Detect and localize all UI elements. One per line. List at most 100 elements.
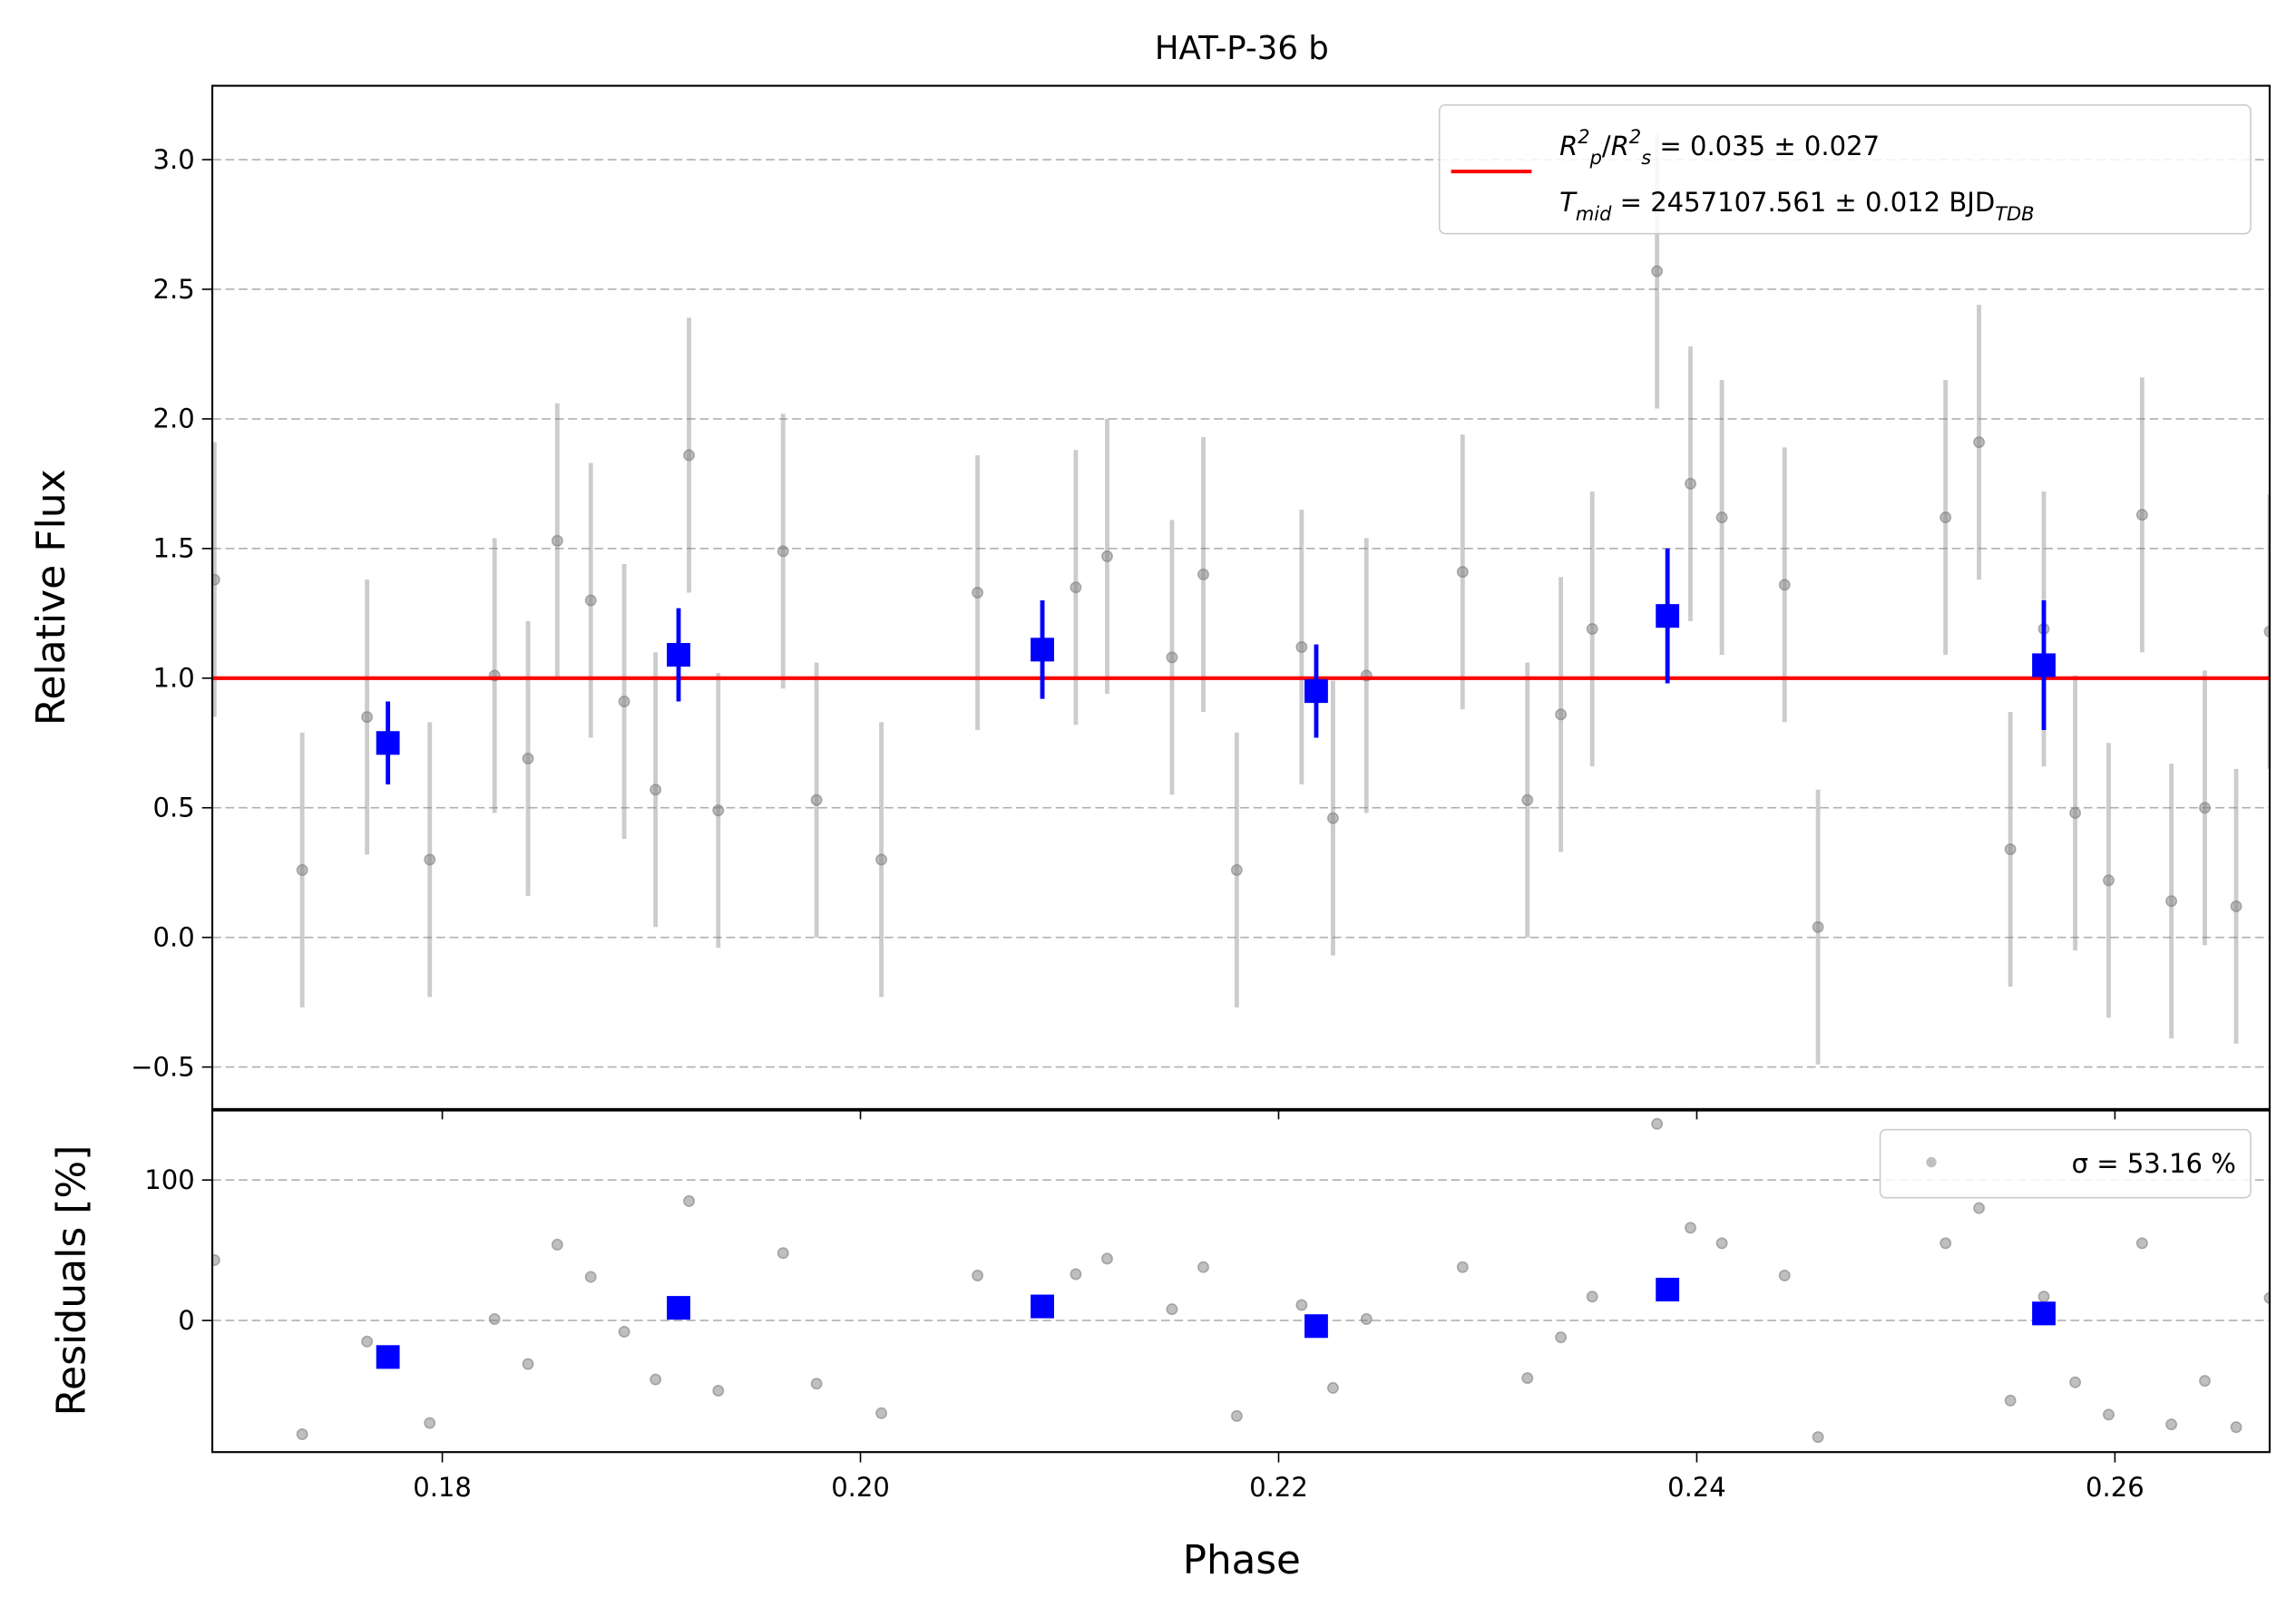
- data-point: [584, 1271, 597, 1283]
- data-point: [1070, 581, 1082, 594]
- data-point: [584, 594, 597, 607]
- legend-label-part: 2: [1629, 125, 1641, 148]
- binned-point: [376, 1345, 400, 1369]
- data-point: [424, 853, 436, 866]
- data-point: [488, 1313, 501, 1326]
- data-point: [2199, 1375, 2211, 1388]
- binned-point: [1656, 1277, 1680, 1302]
- data-point: [1715, 1237, 1728, 1250]
- binned-point: [667, 643, 690, 667]
- data-point: [296, 863, 308, 876]
- binned-point: [2032, 1301, 2056, 1326]
- data-point: [1812, 920, 1824, 933]
- legend-label-part: s: [1641, 146, 1651, 169]
- data-point: [1166, 651, 1178, 664]
- plot-area: [212, 133, 2270, 1065]
- data-point: [1651, 1117, 1664, 1130]
- data-point: [2135, 509, 2148, 521]
- data-point: [1521, 1372, 1534, 1385]
- y-axis-label: Residuals [%]: [49, 1145, 95, 1417]
- data-point: [1197, 1261, 1209, 1273]
- data-point: [2004, 842, 2017, 855]
- data-point: [1101, 550, 1113, 562]
- data-point: [1555, 708, 1568, 721]
- data-point: [2103, 874, 2115, 887]
- binned-point: [1304, 679, 1328, 704]
- data-point: [2135, 1237, 2148, 1250]
- data-point: [2069, 1376, 2082, 1388]
- binned-point: [1656, 604, 1680, 628]
- legend-box: [1438, 103, 2252, 235]
- data-point: [1295, 1299, 1308, 1311]
- binned-point: [667, 1296, 690, 1320]
- data-point: [1295, 640, 1308, 654]
- data-point: [1070, 1268, 1082, 1281]
- y-tick-label: 3.0: [152, 144, 194, 175]
- data-point: [296, 1428, 308, 1441]
- x-tick-label: 0.20: [831, 1472, 890, 1503]
- data-point: [1360, 1313, 1373, 1326]
- data-point: [972, 586, 984, 599]
- legend-label: R2p/R2s = 0.035 ± 0.027: [1559, 125, 1880, 169]
- data-point: [2230, 1421, 2242, 1434]
- data-point: [1326, 1381, 1339, 1394]
- data-point: [1778, 579, 1791, 591]
- chart-title: HAT-P-36 b: [1155, 30, 1329, 67]
- y-tick-label: 0: [178, 1305, 194, 1336]
- legend-label: σ = 53.16 %: [2072, 1148, 2236, 1179]
- y-axis-label: Relative Flux: [28, 469, 74, 725]
- data-point: [1166, 1303, 1178, 1316]
- y-tick-label: 100: [144, 1164, 194, 1195]
- legend-box: [1879, 1128, 2252, 1199]
- legend-label-part: = 2457107.561 ± 0.012 BJD: [1611, 187, 1995, 218]
- data-point: [810, 794, 823, 806]
- data-point: [1778, 1270, 1791, 1282]
- data-point: [1456, 566, 1469, 579]
- data-point: [1230, 1409, 1243, 1422]
- data-point: [777, 1247, 789, 1260]
- data-point: [1715, 511, 1728, 524]
- data-point: [522, 752, 534, 764]
- data-point: [1685, 477, 1696, 490]
- data-point: [1326, 812, 1339, 824]
- data-point: [650, 1373, 662, 1386]
- data-point: [1555, 1331, 1568, 1344]
- data-point: [2230, 900, 2242, 912]
- axes-frame: [211, 84, 2271, 1110]
- data-point: [1651, 265, 1664, 278]
- data-point: [1973, 436, 1986, 449]
- legend-label-part: TDB: [1995, 202, 2034, 225]
- x-axis-label: Phase: [1183, 1537, 1301, 1583]
- y-tick-label: 1.0: [152, 662, 194, 693]
- data-point: [1101, 1252, 1113, 1265]
- data-point: [683, 449, 695, 462]
- legend-label: Tmid = 2457107.561 ± 0.012 BJDTDB: [1559, 187, 2034, 225]
- binned-point: [1304, 1314, 1328, 1339]
- y-tick-label: 0.0: [152, 921, 194, 952]
- data-point: [1586, 1290, 1598, 1303]
- legend-label-part: R: [1611, 131, 1629, 161]
- data-point: [650, 784, 662, 796]
- legend-label-part: = 0.035 ± 0.027: [1651, 131, 1880, 161]
- data-point: [1586, 622, 1598, 636]
- legend-label-part: 2: [1578, 125, 1589, 148]
- data-point: [1230, 863, 1243, 876]
- data-point: [2165, 1418, 2178, 1431]
- plot-area: [212, 1117, 2270, 1444]
- data-point: [361, 711, 374, 724]
- data-point: [712, 804, 725, 817]
- data-point: [2103, 1408, 2115, 1421]
- data-point: [361, 1335, 374, 1348]
- y-tick-label: −0.5: [131, 1051, 195, 1082]
- data-point: [2263, 1291, 2270, 1304]
- legend-label-part: T: [1559, 187, 1578, 218]
- data-point: [618, 1325, 630, 1338]
- data-point: [551, 534, 563, 547]
- y-tick-label: 1.5: [152, 533, 194, 564]
- data-point: [1939, 1237, 1952, 1250]
- data-point: [875, 1407, 888, 1419]
- data-point: [2165, 895, 2178, 908]
